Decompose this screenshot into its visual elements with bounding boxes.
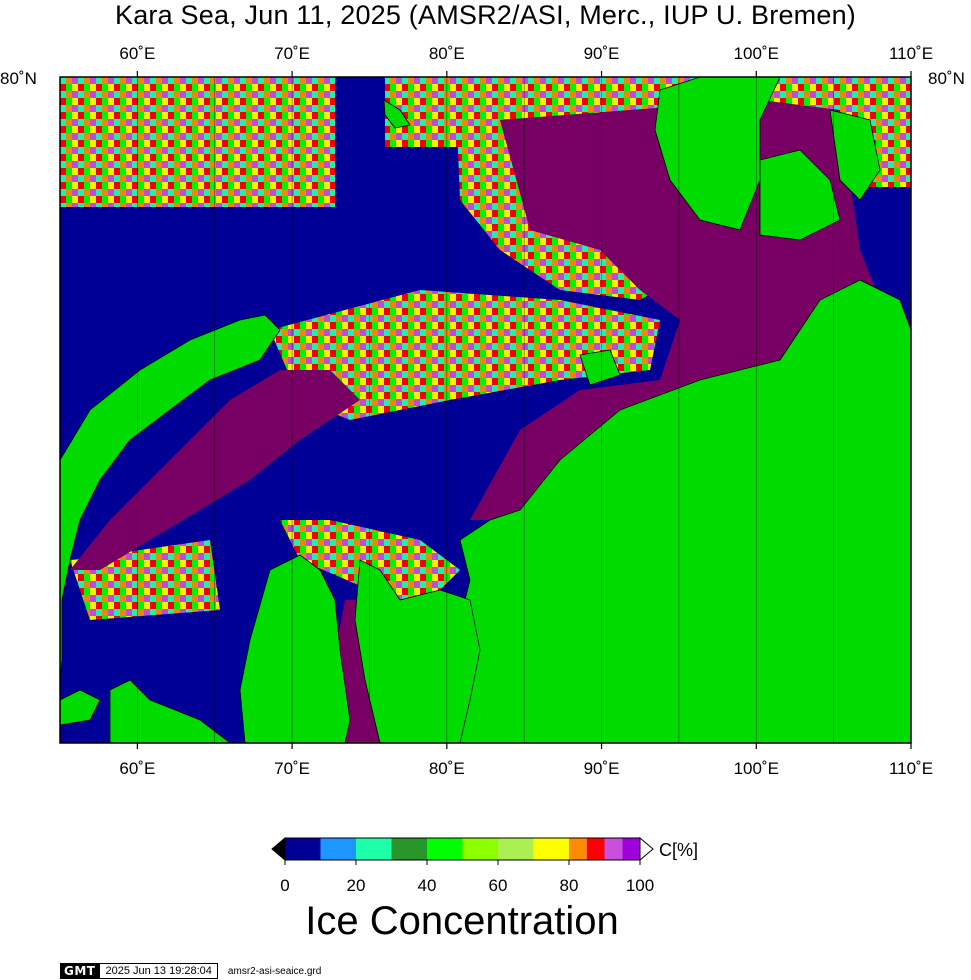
lon-label-top: 70˚E [274,44,311,63]
lon-label-bottom: 100˚E [733,759,779,778]
colorbar [271,836,654,865]
colorbar-tick-label: 60 [488,876,508,895]
colorbar-title: Ice Concentration [305,899,619,943]
colorbar-segment [498,838,534,860]
colorbar-segment [427,838,463,860]
lon-label-top: 60˚E [119,44,156,63]
severnaya-zemlya [654,77,781,231]
map-title: Kara Sea, Jun 11, 2025 (AMSR2/ASI, Merc.… [114,0,856,30]
lat-label-right: 80˚N [928,69,965,88]
colorbar-tick-label: 40 [417,876,437,895]
colorbar-segment [285,838,321,860]
graticule [137,77,834,743]
lon-label-bottom: 90˚E [583,759,620,778]
colorbar-segment [604,838,623,860]
colorbar-segment [569,838,587,860]
colorbar-tick-label: 0 [280,876,290,895]
colorbar-segment [622,838,640,860]
colorbar-segment [356,838,392,860]
yamal-peninsula [239,554,351,743]
land [60,77,911,743]
lat-label-left: 80˚N [0,69,37,88]
grid-file-name: amsr2-asi-seaice.grd [227,965,322,977]
lon-label-bottom: 70˚E [274,759,311,778]
gmt-timestamp-footer: GMT 2025 Jun 13 19:28:04 amsr2-asi-seaic… [60,962,321,980]
lon-label-top: 100˚E [733,44,779,63]
lon-label-bottom: 60˚E [119,759,156,778]
lon-label-bottom: 80˚E [428,759,465,778]
colorbar-unit: C[%] [659,840,699,860]
colorbar-tick-label: 80 [559,876,579,895]
colorbar-tick-label: 20 [346,876,366,895]
timestamp: 2025 Jun 13 19:28:04 [99,963,218,979]
lon-label-top: 90˚E [583,44,620,63]
colorbar-tick-label: 100 [625,876,655,895]
frame-ticks [136,71,912,749]
colorbar-segment [586,838,605,860]
colorbar-overflow-triangle [639,836,654,862]
colorbar-segment [533,838,569,860]
colorbar-segment [462,838,498,860]
gmt-logo: GMT [60,963,100,979]
lon-label-top: 80˚E [428,44,465,63]
map-frame [59,76,912,744]
lon-label-bottom: 110˚E [888,759,934,778]
colorbar-underflow-triangle [271,836,286,862]
novaya-zemlya [60,314,281,681]
lon-label-top: 110˚E [888,44,934,63]
gydan-peninsula [354,559,481,743]
colorbar-segment [320,838,356,860]
colorbar-segment [391,838,427,860]
taymyr-peninsula [454,279,911,743]
